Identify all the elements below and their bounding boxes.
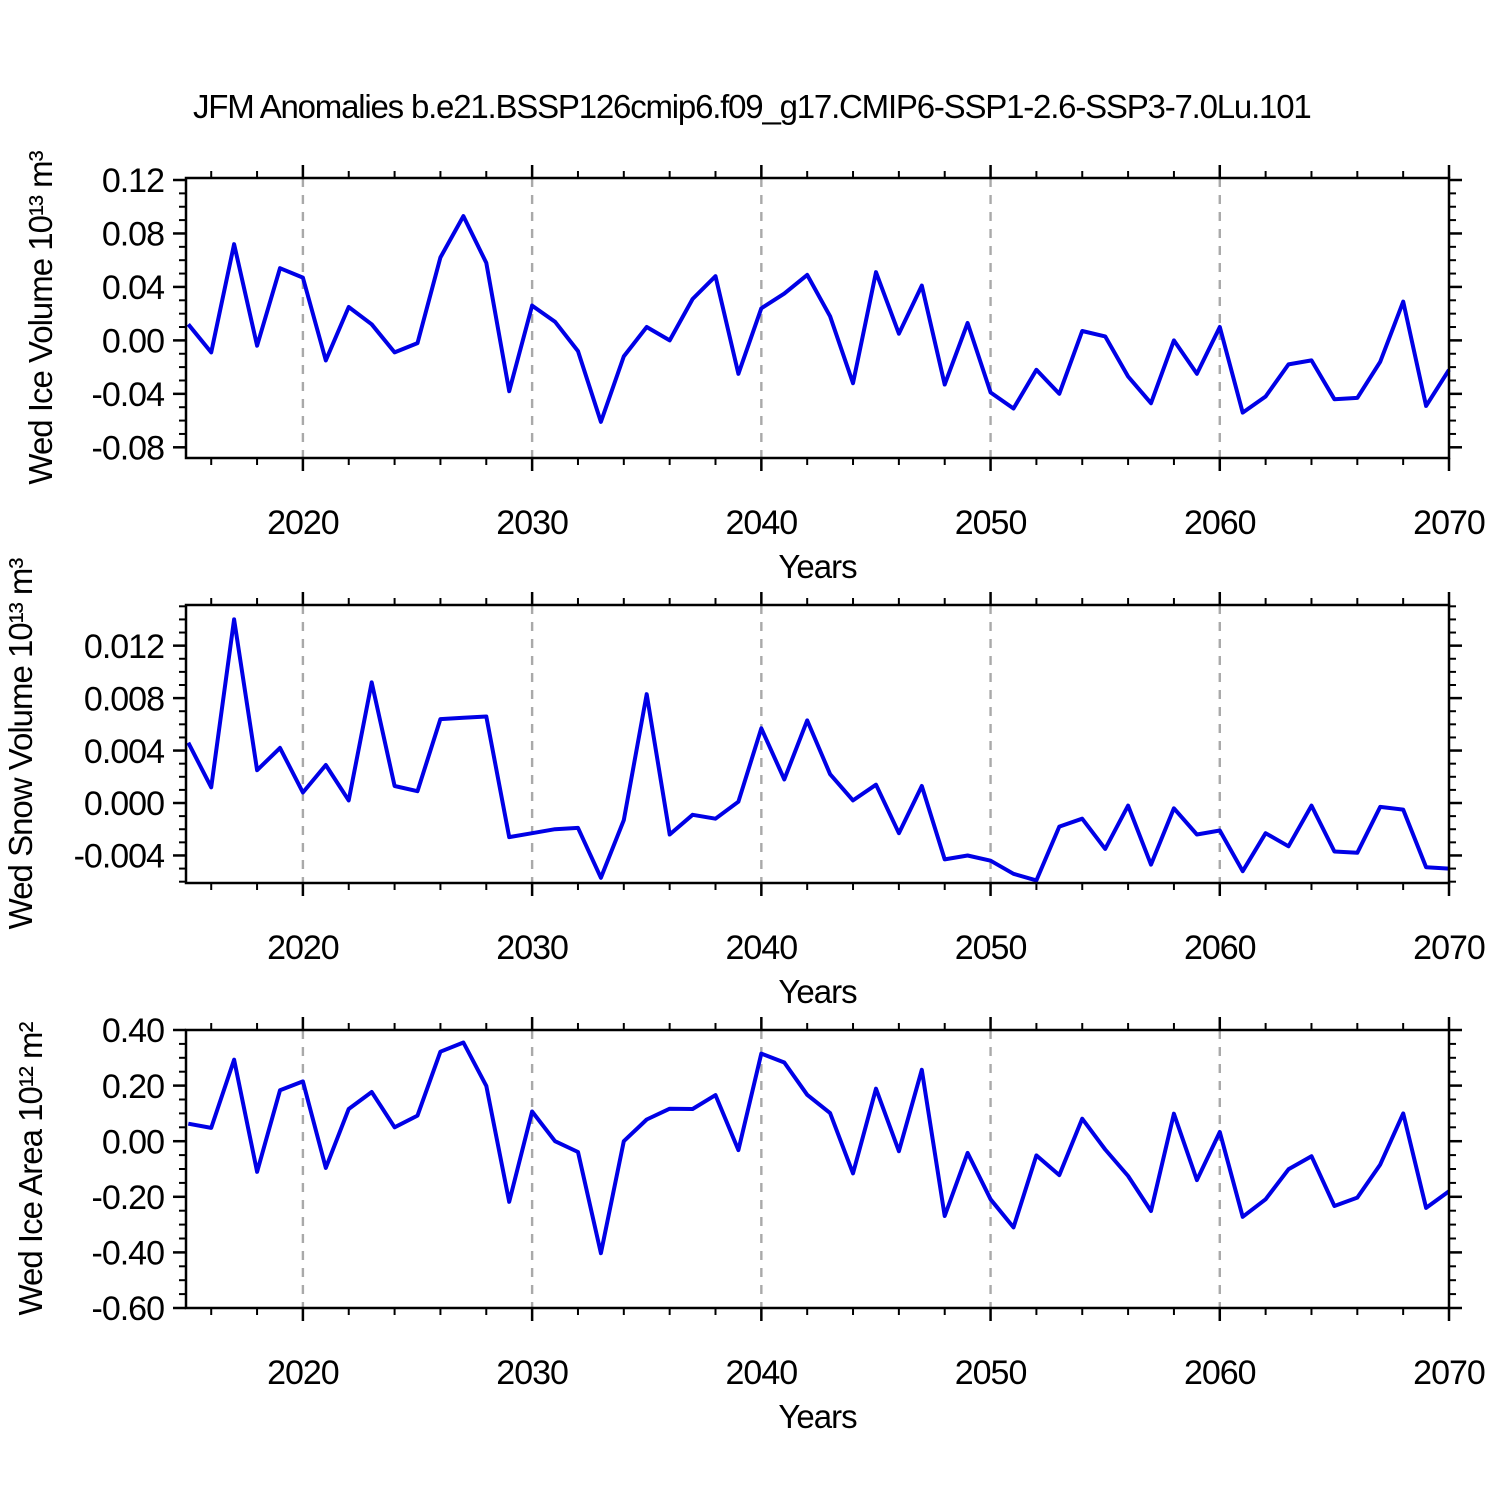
y-axis-title: Wed Ice Volume 10¹³ m³ [22, 150, 59, 484]
figure-title: JFM Anomalies b.e21.BSSP126cmip6.f09_g17… [193, 88, 1312, 125]
y-tick-label: -0.20 [92, 1179, 165, 1217]
series-line [186, 617, 1450, 883]
x-tick-label: 2060 [1184, 1354, 1256, 1392]
axis-frame [184, 603, 1451, 885]
y-tick-label: 0.08 [102, 216, 164, 254]
y-tick-label: 0.012 [84, 628, 164, 666]
y-tick-label: 0.20 [102, 1068, 164, 1106]
x-tick-label: 2040 [726, 504, 798, 542]
x-tick-label: 2050 [955, 1354, 1027, 1392]
axis-frame [184, 176, 1451, 460]
y-tick-label: 0.00 [102, 323, 164, 361]
x-tick-label: 2030 [496, 504, 568, 542]
series-line [187, 1040, 1451, 1256]
x-tick-label: 2070 [1413, 929, 1485, 967]
x-tick-label: 2020 [267, 1354, 339, 1392]
chart-panel-3: -0.60 -0.40 -0.20 0.00 0.20 0.40 2020 2030 2040 2… [12, 1012, 1486, 1435]
x-tick-label: 2020 [267, 504, 339, 542]
x-tick-label: 2070 [1413, 504, 1485, 542]
x-tick-label: 2050 [955, 504, 1027, 542]
y-tick-label: 0.12 [102, 162, 164, 200]
x-tick-label: 2020 [267, 929, 339, 967]
y-tick-label: 0.004 [84, 733, 164, 771]
y-tick-label: -0.08 [92, 430, 165, 468]
y-tick-label: -0.60 [92, 1290, 165, 1328]
y-tick-label: -0.04 [92, 376, 165, 414]
y-tick-label: 0.00 [102, 1123, 164, 1161]
x-tick-label: 2060 [1184, 504, 1256, 542]
y-tick-label: 0.008 [84, 680, 164, 718]
y-tick-label: 0.40 [102, 1012, 164, 1050]
x-tick-label: 2030 [496, 1354, 568, 1392]
axis-frame [184, 1028, 1451, 1310]
x-tick-label: 2070 [1413, 1354, 1485, 1392]
chart-panel-2: -0.004 0.000 0.004 0.008 0.012 2020 2030 2040 20… [2, 558, 1486, 1010]
y-tick-label: 0.04 [102, 269, 164, 307]
chart-panel-1: -0.08 -0.04 0.00 0.04 0.08 0.12 2020 2030 2040 20… [22, 150, 1486, 585]
x-tick-label: 2040 [726, 929, 798, 967]
y-tick-label: -0.004 [74, 838, 164, 876]
x-axis-title: Years [778, 1398, 857, 1435]
y-axis-title: Wed Snow Volume 10¹³ m³ [2, 558, 39, 930]
x-tick-label: 2040 [726, 1354, 798, 1392]
y-axis-title: Wed Ice Area 10¹² m² [12, 1021, 49, 1315]
x-tick-label: 2030 [496, 929, 568, 967]
x-tick-label: 2060 [1184, 929, 1256, 967]
x-tick-label: 2050 [955, 929, 1027, 967]
series-line [186, 214, 1451, 424]
y-tick-label: -0.40 [92, 1235, 165, 1273]
x-axis-title: Years [778, 973, 857, 1010]
x-axis-title: Years [778, 548, 857, 585]
y-tick-label: 0.000 [84, 785, 164, 823]
